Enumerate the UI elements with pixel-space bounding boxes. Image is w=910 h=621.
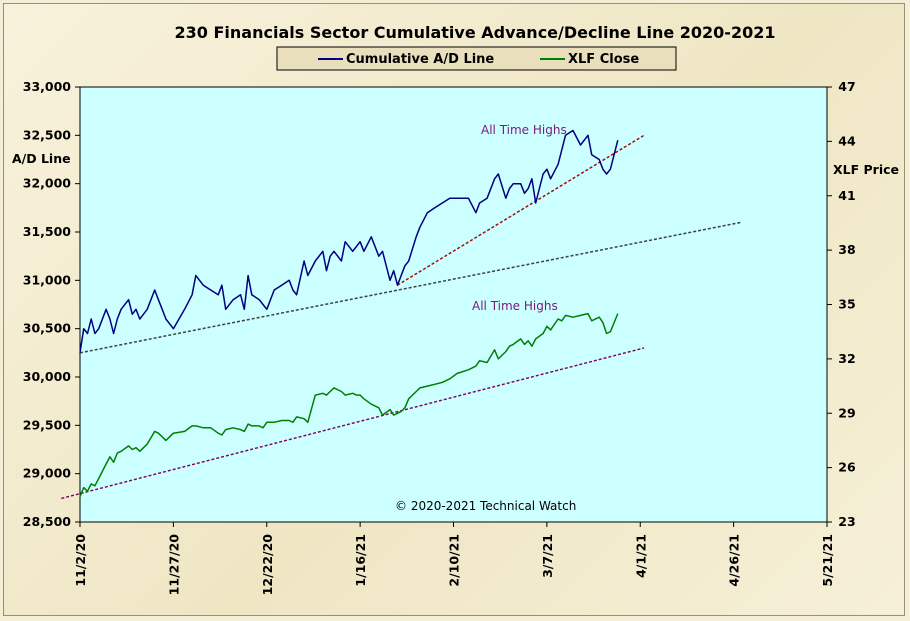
right-tick-label: 23 [838,514,855,529]
trend-line-purple [61,347,645,500]
trend-line-red [397,134,645,286]
x-tick-label: 4/26/21 [727,534,742,587]
trend-lines [61,134,742,500]
right-tick-label: 38 [838,242,855,257]
x-tick-label: 11/27/20 [166,534,181,596]
annotation-xlf-highs: All Time Highs [472,299,558,313]
x-tick-label: 3/7/21 [540,534,555,578]
right-tick-label: 26 [838,460,856,475]
left-tick-label: 32,000 [23,176,72,191]
ad-line-series [79,129,619,353]
left-tick-label: 29,500 [23,417,72,432]
legend: Cumulative A/D Line XLF Close [276,46,677,71]
right-tick-label: 44 [838,133,856,148]
annotation-ad-highs: All Time Highs [481,123,567,137]
x-tick-label: 5/21/21 [820,534,835,587]
left-tick-label: 30,000 [23,369,72,384]
copyright: © 2020-2021 Technical Watch [395,499,576,513]
left-tick-label: 30,500 [23,321,72,336]
left-tick-label: 29,000 [23,466,72,481]
legend-label-ad: Cumulative A/D Line [346,52,494,67]
left-tick-label: 31,500 [23,224,72,239]
left-axis-label: A/D Line [12,151,71,166]
right-tick-label: 47 [838,79,855,94]
x-tick-label: 11/2/20 [73,534,88,587]
right-tick-label: 32 [838,351,855,366]
left-axis: 28,500 29,000 29,500 30,000 30,500 31,000 31,5… [23,79,80,529]
legend-box [276,46,677,71]
left-tick-label: 28,500 [23,514,72,529]
right-axis: 23 26 29 32 35 38 41 44 47 [827,79,856,529]
left-tick-label: 31,000 [23,272,72,287]
plot-area [79,86,828,523]
x-axis: 11/2/20 11/27/20 12/22/20 1/16/21 2/10/21 3/7… [73,522,835,595]
x-tick-label: 1/16/21 [353,534,368,587]
right-tick-label: 41 [838,188,855,203]
x-tick-label: 12/22/20 [260,534,275,596]
chart-title: 230 Financials Sector Cumulative Advance… [175,23,776,42]
xlf-close-series [79,312,619,497]
trend-line-gray [79,221,742,354]
left-tick-label: 32,500 [23,127,72,142]
right-tick-label: 35 [838,297,855,312]
x-tick-label: 2/10/21 [447,534,462,587]
legend-label-xlf: XLF Close [568,52,639,67]
left-tick-label: 33,000 [23,79,72,94]
x-tick-label: 4/1/21 [633,534,648,578]
series-lines [79,129,619,497]
right-axis-label: XLF Price [833,162,899,177]
right-tick-label: 29 [838,405,855,420]
